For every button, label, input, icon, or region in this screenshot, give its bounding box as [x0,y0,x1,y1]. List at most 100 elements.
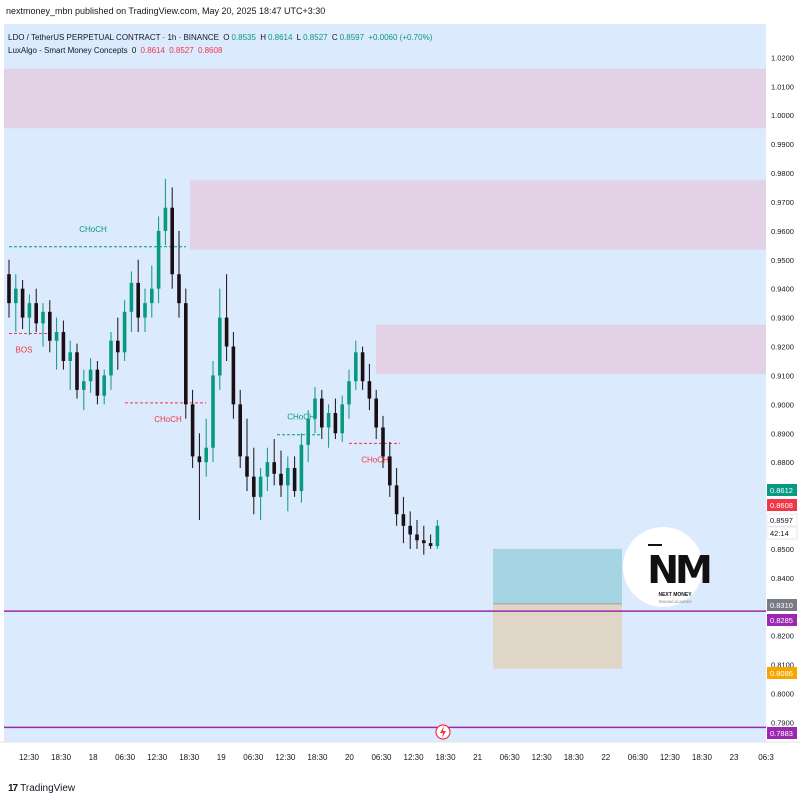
candle[interactable] [224,274,229,361]
candle[interactable] [34,288,38,333]
candle[interactable] [204,418,208,477]
candle[interactable] [360,346,365,390]
time-axis: 12:30 18:30 18 06:30 12:30 18:30 19 06:30 12:30 1… [0,741,800,770]
candle[interactable] [279,450,283,497]
candle[interactable] [122,300,127,361]
candle[interactable] [20,280,25,330]
candle[interactable] [27,294,32,335]
candle[interactable] [102,369,106,405]
candle[interactable] [41,303,45,347]
take-profit-zone[interactable] [493,548,622,604]
candle-body [20,288,25,318]
candle[interactable] [347,369,351,419]
candle[interactable] [292,456,297,497]
ohlc-low-label: L [296,33,302,42]
candle[interactable] [394,467,399,526]
candle[interactable] [258,467,263,521]
time-tick-label: 18 [89,753,98,762]
candle[interactable] [48,300,52,353]
candle[interactable] [156,216,161,304]
candle[interactable] [177,230,181,318]
candle-body [354,352,358,382]
candle[interactable] [428,534,433,549]
candle[interactable] [116,317,120,370]
candle[interactable] [367,363,372,411]
candle[interactable] [14,274,18,333]
candle[interactable] [136,259,140,333]
candle[interactable] [75,343,79,399]
candle[interactable] [381,415,385,468]
candle[interactable] [54,317,59,370]
time-tick-label: 18:30 [179,753,200,762]
candle[interactable] [7,259,11,318]
candle[interactable] [184,288,188,419]
candle[interactable] [150,265,154,318]
candle[interactable] [401,496,406,544]
candle[interactable] [326,404,331,448]
price-tag[interactable] [767,614,797,626]
candle[interactable] [129,271,134,333]
candle[interactable] [68,340,72,390]
symbol-name[interactable]: LDO / TetherUS PERPETUAL CONTRACT · 1h ·… [8,33,220,42]
price-tag[interactable] [767,499,797,511]
candle[interactable] [272,439,276,486]
candle[interactable] [374,389,378,440]
supply-zone[interactable] [4,68,766,129]
candle[interactable] [435,520,440,549]
supply-zone[interactable] [190,180,766,250]
candle[interactable] [313,387,317,434]
candle[interactable] [245,418,249,492]
price-tag[interactable] [767,727,797,739]
candle[interactable] [218,288,222,390]
candle-body [367,381,372,399]
candle[interactable] [143,288,147,333]
candle[interactable] [408,511,412,549]
candle[interactable] [95,360,100,405]
lightning-marker[interactable] [435,724,451,740]
stop-loss-zone[interactable] [493,603,622,669]
candle[interactable] [320,389,324,440]
structure-label: CHoCH [154,415,182,424]
candle[interactable] [333,398,338,440]
candle[interactable] [422,525,426,555]
candle[interactable] [354,340,358,390]
indicator-name[interactable]: LuxAlgo - Smart Money Concepts [8,46,128,55]
price-tag[interactable] [767,599,797,611]
candle[interactable] [170,187,174,289]
price-tag[interactable] [767,484,797,496]
supply-zone[interactable] [376,324,766,374]
price-tick-label: 1.0100 [771,82,794,91]
candle-body [156,230,161,289]
candle[interactable] [211,360,215,463]
price-axis: 1.0200 1.0100 1.0000 0.9900 0.9800 0.9700 0.96… [766,24,800,742]
candle[interactable] [299,433,304,503]
time-tick-label: 22 [601,753,610,762]
candle[interactable] [61,320,66,370]
candle[interactable] [197,433,202,521]
candle[interactable] [388,441,392,497]
candle[interactable] [252,447,256,515]
candle[interactable] [340,395,344,442]
price-tag[interactable] [766,526,798,540]
candle[interactable] [415,520,419,549]
candle-body [177,274,181,304]
candle[interactable] [88,358,93,393]
time-axis-bg[interactable] [0,742,800,770]
price-tick-label: 1.0000 [771,111,794,120]
time-tick-label: 23 [730,753,739,762]
plot-area[interactable] [4,24,766,742]
candle[interactable] [190,389,195,468]
candle[interactable] [163,178,168,246]
candle[interactable] [306,410,310,463]
price-tag[interactable] [766,513,798,527]
candle[interactable] [109,332,113,390]
price-tag[interactable] [767,667,797,679]
tradingview-brand[interactable]: 17 TradingView [8,783,75,794]
candle-body [136,282,140,318]
candle[interactable] [265,447,270,492]
candle[interactable] [231,332,236,419]
candle[interactable] [238,389,242,468]
candle[interactable] [82,369,86,411]
candle[interactable] [286,456,290,512]
